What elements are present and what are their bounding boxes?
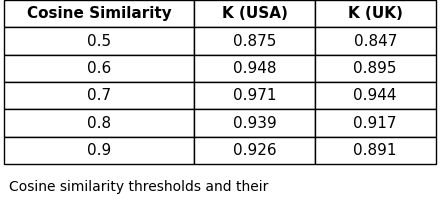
Text: Cosine similarity thresholds and their: Cosine similarity thresholds and their <box>9 180 268 194</box>
